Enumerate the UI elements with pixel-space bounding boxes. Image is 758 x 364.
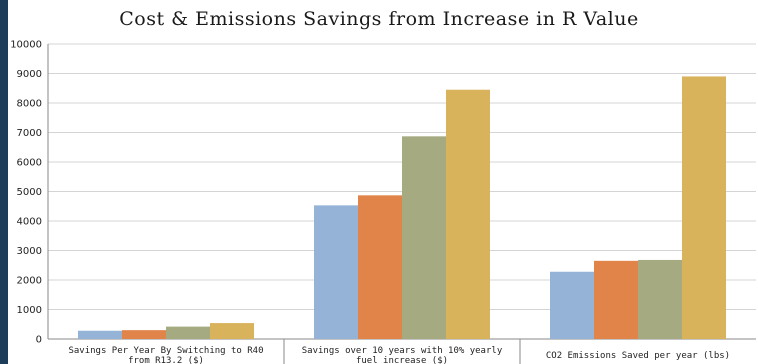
y-tick-label: 6000 (17, 158, 42, 169)
bar (638, 259, 682, 339)
y-tick-label: 9000 (17, 69, 42, 80)
bar (550, 271, 594, 339)
bar (78, 330, 122, 339)
y-tick-label: 5000 (17, 187, 42, 198)
left-edge-band (0, 0, 8, 364)
bar (314, 205, 358, 339)
y-tick-label: 8000 (17, 99, 42, 110)
category-label: CO2 Emissions Saved per year (lbs) (546, 351, 730, 361)
bar (682, 76, 726, 339)
bar (402, 136, 446, 339)
bar (594, 260, 638, 339)
y-tick-label: 0 (36, 335, 42, 346)
y-tick-label: 1000 (17, 305, 42, 316)
bar (210, 323, 254, 339)
category-label: from R13.2 ($) (128, 356, 204, 364)
chart-title: Cost & Emissions Savings from Increase i… (119, 8, 639, 30)
category-label: Savings over 10 years with 10% yearly (302, 346, 503, 356)
category-label: Savings Per Year By Switching to R40 (68, 346, 263, 356)
y-tick-label: 2000 (17, 276, 42, 287)
bar (122, 330, 166, 339)
y-tick-label: 7000 (17, 128, 42, 139)
y-tick-label: 3000 (17, 246, 42, 257)
y-tick-label: 4000 (17, 217, 42, 228)
bar (358, 195, 402, 339)
bar (166, 326, 210, 339)
bar (446, 89, 490, 339)
y-tick-label: 10000 (10, 40, 42, 51)
category-label: fuel increase ($) (356, 356, 448, 364)
